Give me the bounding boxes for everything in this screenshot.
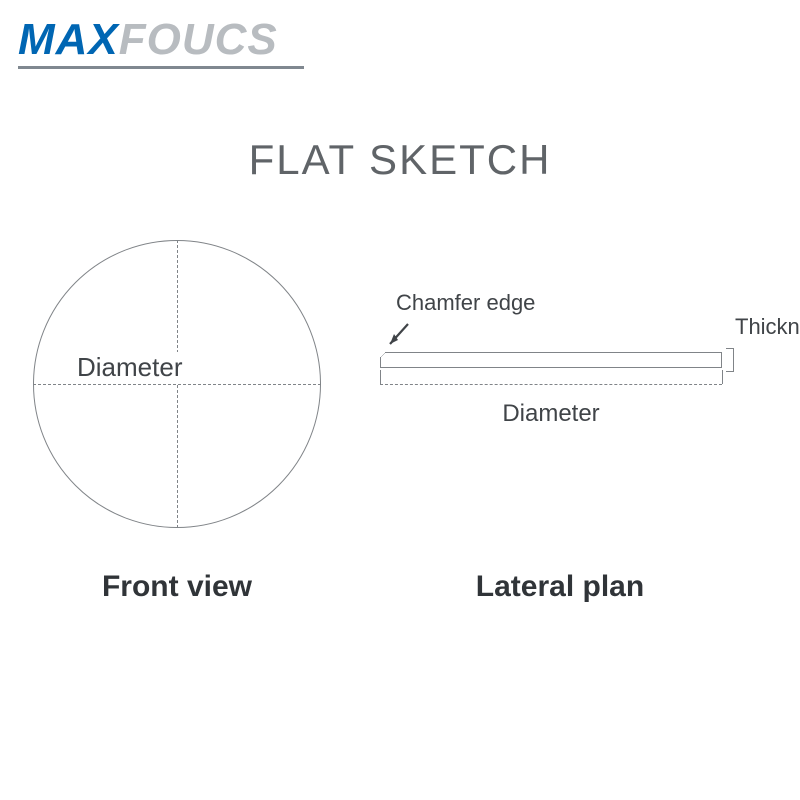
dimension-tick-right [722,370,723,384]
thickness-label: Thickness [735,314,800,340]
thickness-bracket [726,348,734,372]
logo-part-1: MAX [18,15,119,64]
lateral-rectangle [380,352,722,368]
front-view-caption: Front view [33,570,321,604]
arrow-icon [386,320,416,350]
logo-underline [18,66,304,69]
dimension-line [380,384,722,385]
diameter-label: Diameter [73,352,186,383]
page-title: FLAT SKETCH [0,136,800,184]
dimension-tick-left [380,370,381,384]
chamfer-edge-label: Chamfer edge [396,290,535,316]
crosshair-vertical [177,240,178,528]
front-view-diagram: Diameter [33,240,321,528]
lateral-diameter-label: Diameter [380,400,722,428]
brand-logo: MAXFOUCS [18,18,278,62]
lateral-plan-caption: Lateral plan [380,570,740,604]
lateral-plan-diagram: Chamfer edge Thickness Diameter [380,290,780,490]
logo-part-2: FOUCS [119,15,278,64]
